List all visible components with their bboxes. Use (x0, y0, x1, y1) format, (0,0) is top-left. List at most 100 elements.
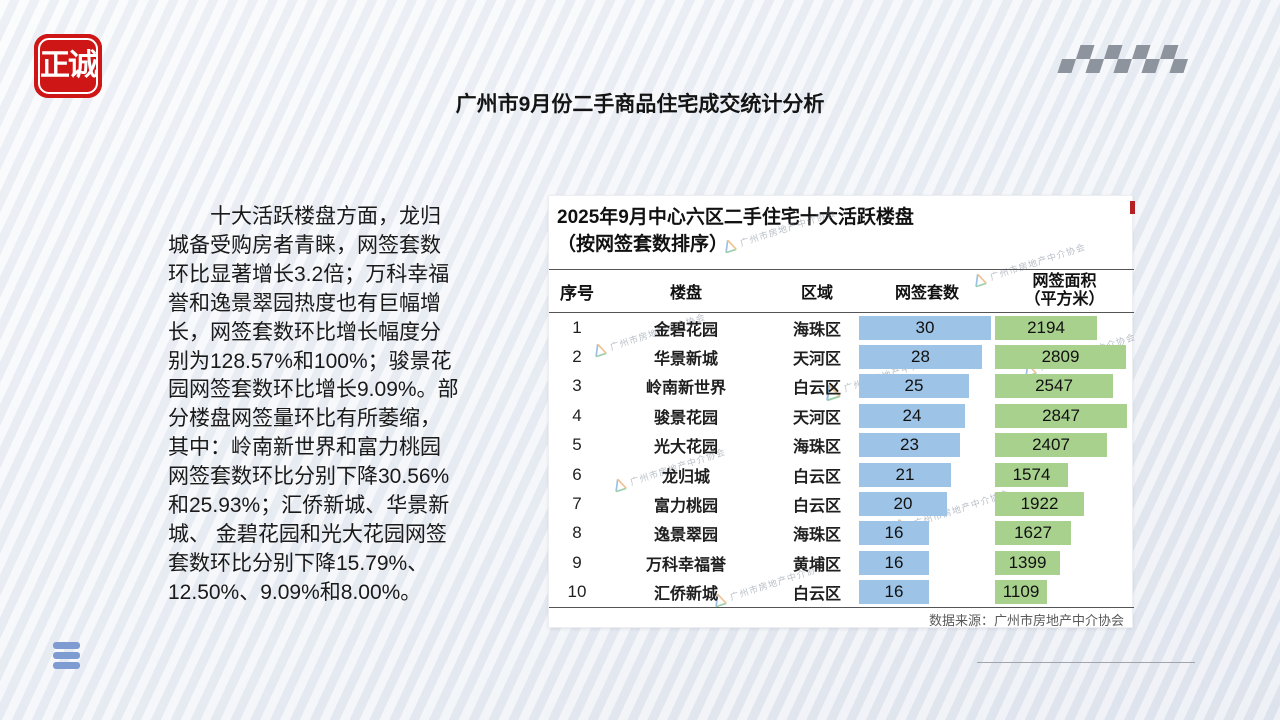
area-value: 2194 (1027, 317, 1065, 337)
estate-cell: 逸景翠园 (653, 527, 718, 545)
area-bar: 1399 (995, 550, 1060, 575)
units-cell: 28 (859, 345, 995, 370)
estate-cell: 富力桃园 (653, 498, 718, 516)
district-cell: 海珠区 (792, 527, 841, 545)
units-bar: 16 (859, 550, 929, 575)
table-row: 3 岭南新世界 白云区 25 2547 (549, 372, 1134, 401)
checker-square (1104, 45, 1123, 59)
district-cell: 白云区 (792, 586, 841, 604)
chart-card: 2025年9月中心六区二手住宅十大活跃楼盘 （按网签套数排序） 广州市房地产中介… (548, 195, 1137, 628)
estate-cell: 金碧花园 (653, 321, 718, 339)
district-cell: 天河区 (792, 409, 841, 427)
area-cell: 2194 (995, 315, 1134, 340)
units-bar: 24 (859, 403, 965, 428)
units-value: 16 (884, 523, 904, 543)
district-cell: 海珠区 (792, 439, 841, 457)
checker-square (1169, 59, 1188, 73)
units-cell: 16 (859, 580, 995, 605)
footer-line (977, 662, 1195, 663)
header-units: 网签套数 (894, 285, 959, 302)
estate-cell: 汇侨新城 (653, 586, 718, 604)
analysis-paragraph: 十大活跃楼盘方面，龙归 城备受购房者青睐，网签套数 环比显著增长3.2倍；万科幸… (168, 205, 459, 604)
units-bar: 28 (859, 345, 982, 370)
ranking-table: 序号 楼盘 区域 网签套数 网签面积 （平方米） 1 金碧花园 海珠区 30 2… (549, 269, 1134, 608)
red-marker (1130, 201, 1135, 214)
area-bar: 1109 (995, 580, 1047, 605)
area-value: 2847 (1042, 405, 1080, 425)
area-value: 1627 (1014, 523, 1052, 543)
chart-title-line1: 2025年9月中心六区二手住宅十大活跃楼盘 (557, 207, 914, 228)
table-row: 7 富力桃园 白云区 20 1922 (549, 489, 1134, 518)
district-cell: 白云区 (792, 468, 841, 486)
menu-bar (53, 642, 80, 649)
rank-cell: 6 (572, 464, 582, 484)
rank-cell: 1 (572, 317, 582, 337)
area-bar: 1922 (995, 492, 1084, 517)
units-value: 23 (900, 435, 919, 455)
rank-cell: 3 (572, 376, 582, 396)
area-value: 2407 (1032, 435, 1070, 455)
units-bar: 30 (859, 315, 991, 340)
header-district: 区域 (800, 285, 833, 302)
units-cell: 23 (859, 433, 995, 458)
menu-bar (53, 652, 80, 659)
area-value: 2547 (1035, 376, 1073, 396)
area-cell: 1109 (995, 580, 1134, 605)
checker-square (1160, 45, 1179, 59)
menu-bar (53, 662, 80, 669)
area-bar: 1574 (995, 462, 1068, 487)
area-cell: 2847 (995, 403, 1134, 428)
area-cell: 1399 (995, 550, 1134, 575)
units-value: 20 (893, 494, 913, 514)
district-cell: 黄埔区 (792, 556, 841, 574)
area-value: 1109 (1002, 582, 1040, 602)
table-row: 8 逸景翠园 海珠区 16 1627 (549, 519, 1134, 548)
checker-pattern-icon (1057, 45, 1192, 73)
header-estate: 楼盘 (669, 285, 702, 302)
area-bar: 2809 (995, 345, 1126, 370)
checker-square (1057, 59, 1076, 73)
estate-cell: 万科幸福誉 (645, 556, 726, 574)
page-title: 广州市9月份二手商品住宅成交统计分析 (455, 93, 825, 116)
units-cell: 30 (859, 315, 995, 340)
area-value: 1922 (1020, 494, 1059, 514)
estate-cell: 骏景花园 (653, 409, 718, 427)
table-row: 10 汇侨新城 白云区 16 1109 (549, 578, 1134, 607)
header-rank: 序号 (560, 283, 594, 303)
checker-square (1113, 59, 1132, 73)
district-cell: 白云区 (792, 380, 841, 398)
units-bar: 23 (859, 433, 960, 458)
estate-cell: 光大花园 (653, 439, 718, 457)
units-cell: 16 (859, 550, 995, 575)
header-area-line2: （平方米） (1024, 291, 1105, 308)
logo-text: 正诚 (40, 49, 98, 82)
district-cell: 海珠区 (792, 321, 841, 339)
units-cell: 16 (859, 521, 995, 546)
units-cell: 24 (859, 403, 995, 428)
chart-title: 2025年9月中心六区二手住宅十大活跃楼盘 （按网签套数排序） (557, 204, 914, 258)
area-value: 1399 (1008, 552, 1047, 572)
units-bar: 16 (859, 521, 929, 546)
estate-cell: 华景新城 (653, 351, 718, 369)
units-value: 24 (902, 405, 922, 425)
company-logo: 正诚 (34, 34, 102, 98)
units-value: 28 (911, 347, 930, 367)
area-cell: 1922 (995, 492, 1134, 517)
area-bar: 2547 (995, 374, 1113, 399)
area-bar: 2194 (995, 315, 1097, 340)
units-value: 21 (895, 464, 915, 484)
units-bar: 25 (859, 374, 969, 399)
area-cell: 1627 (995, 521, 1134, 546)
units-cell: 25 (859, 374, 995, 399)
table-row: 6 龙归城 白云区 21 1574 (549, 460, 1134, 489)
units-cell: 20 (859, 492, 995, 517)
logo-border (38, 38, 98, 94)
table-row: 5 光大花园 海珠区 23 2407 (549, 431, 1134, 460)
area-bar: 1627 (995, 521, 1071, 546)
area-bar: 2407 (995, 433, 1107, 458)
area-cell: 2547 (995, 374, 1134, 399)
area-cell: 1574 (995, 462, 1134, 487)
table-header-row: 序号 楼盘 区域 网签套数 网签面积 （平方米） (549, 269, 1134, 313)
district-cell: 白云区 (792, 498, 841, 516)
estate-cell: 岭南新世界 (645, 380, 726, 398)
